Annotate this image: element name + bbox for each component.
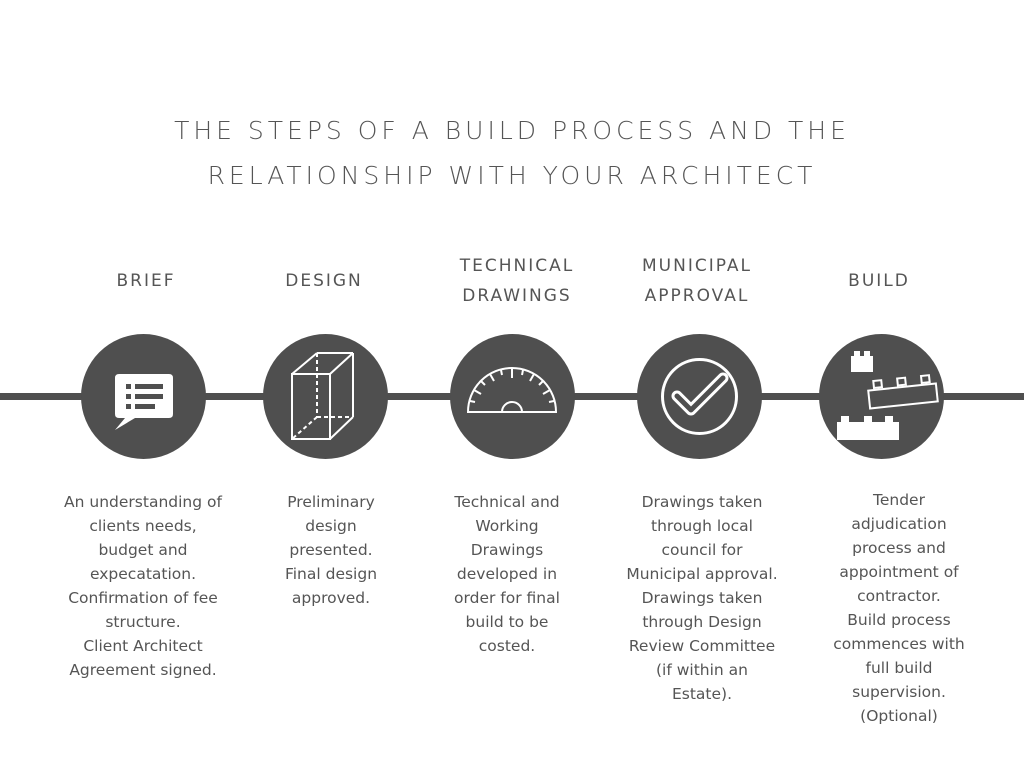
step-circle-design xyxy=(263,334,388,459)
step-circle-municipal-approval xyxy=(637,334,762,459)
step-description-municipal-approval: Drawings taken through local council for… xyxy=(626,493,778,703)
step-label-design: DESIGN xyxy=(285,271,363,291)
protractor-icon xyxy=(466,367,558,413)
step-label-technical-drawings: TECHNICAL DRAWINGS xyxy=(459,256,575,306)
step-circle-brief xyxy=(81,334,206,459)
step-label-municipal-approval: MUNICIPAL APPROVAL xyxy=(642,256,752,306)
page-title: THE STEPS OF A BUILD PROCESS AND THE REL… xyxy=(0,108,1024,198)
building-blocks-icon xyxy=(837,351,939,440)
step-description-brief: An understanding of clients needs, budge… xyxy=(64,493,222,679)
step-label-build: BUILD xyxy=(848,271,910,291)
step-circle-build xyxy=(819,334,944,459)
step-description-build: Tender adjudication process and appointm… xyxy=(833,491,965,725)
chat-list-icon xyxy=(115,374,173,430)
title-line-1: THE STEPS OF A BUILD PROCESS AND THE xyxy=(174,116,850,145)
step-description-design: Preliminary design presented. Final desi… xyxy=(284,493,378,607)
checkmark-icon xyxy=(661,358,738,435)
box-wireframe-icon xyxy=(291,352,354,440)
step-circle-technical-drawings xyxy=(450,334,575,459)
step-description-technical-drawings: Technical and Working Drawings developed… xyxy=(454,493,560,655)
step-label-brief: BRIEF xyxy=(116,271,176,291)
title-line-2: RELATIONSHIP WITH YOUR ARCHITECT xyxy=(207,161,817,190)
